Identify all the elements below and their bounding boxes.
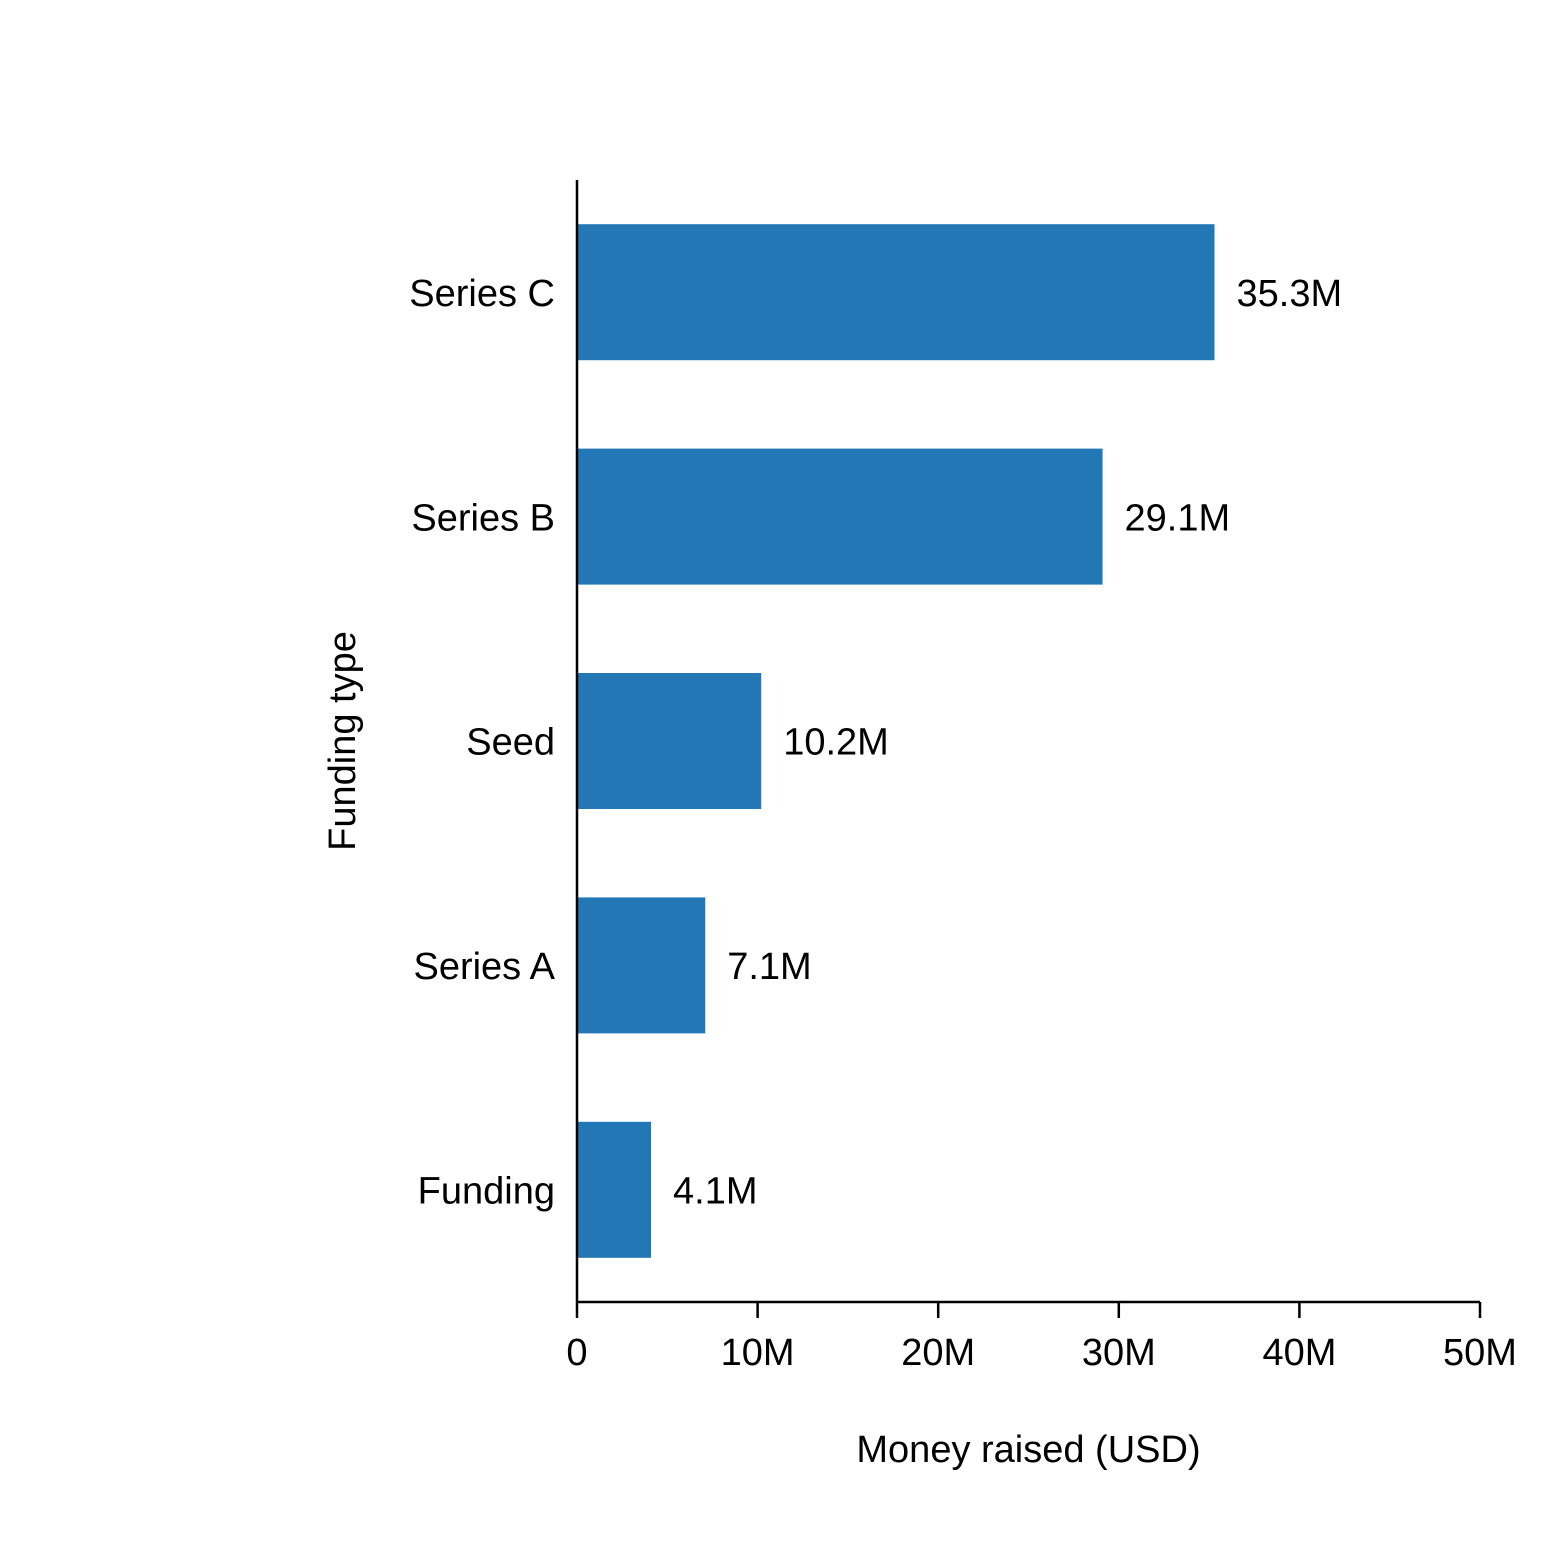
category-label-group: Funding Series A Seed Series B Series C [409,273,555,1213]
x-tick-label: 20M [901,1332,975,1374]
x-tick-group: 0 10M 20M 30M 40M 50M [566,1302,1517,1374]
category-label-series-c: Series C [409,273,555,315]
value-label-group: 4.1M 7.1M 10.2M 29.1M 35.3M [673,273,1342,1213]
value-label-series-a: 7.1M [727,946,811,988]
bar-series-a [577,897,706,1034]
bar-seed [577,673,762,809]
x-tick-label: 50M [1443,1332,1517,1374]
x-tick-label: 40M [1262,1332,1336,1374]
bar-funding [577,1121,652,1258]
y-axis-title: Funding type [322,631,364,851]
value-label-seed: 10.2M [783,722,889,764]
value-label-funding: 4.1M [673,1170,757,1212]
value-label-series-b: 29.1M [1125,497,1231,539]
value-label-series-c: 35.3M [1237,273,1343,315]
x-axis-title: Money raised (USD) [856,1429,1200,1471]
bar-series-c [577,224,1215,361]
category-label-funding: Funding [418,1170,555,1212]
x-tick-label: 30M [1082,1332,1156,1374]
bar-group [577,224,1215,1258]
bar-series-b [577,448,1103,585]
category-label-series-b: Series B [411,497,555,539]
category-label-seed: Seed [466,722,555,764]
x-tick-label: 10M [721,1332,795,1374]
x-tick-label: 0 [566,1332,587,1374]
category-label-series-a: Series A [413,946,555,988]
